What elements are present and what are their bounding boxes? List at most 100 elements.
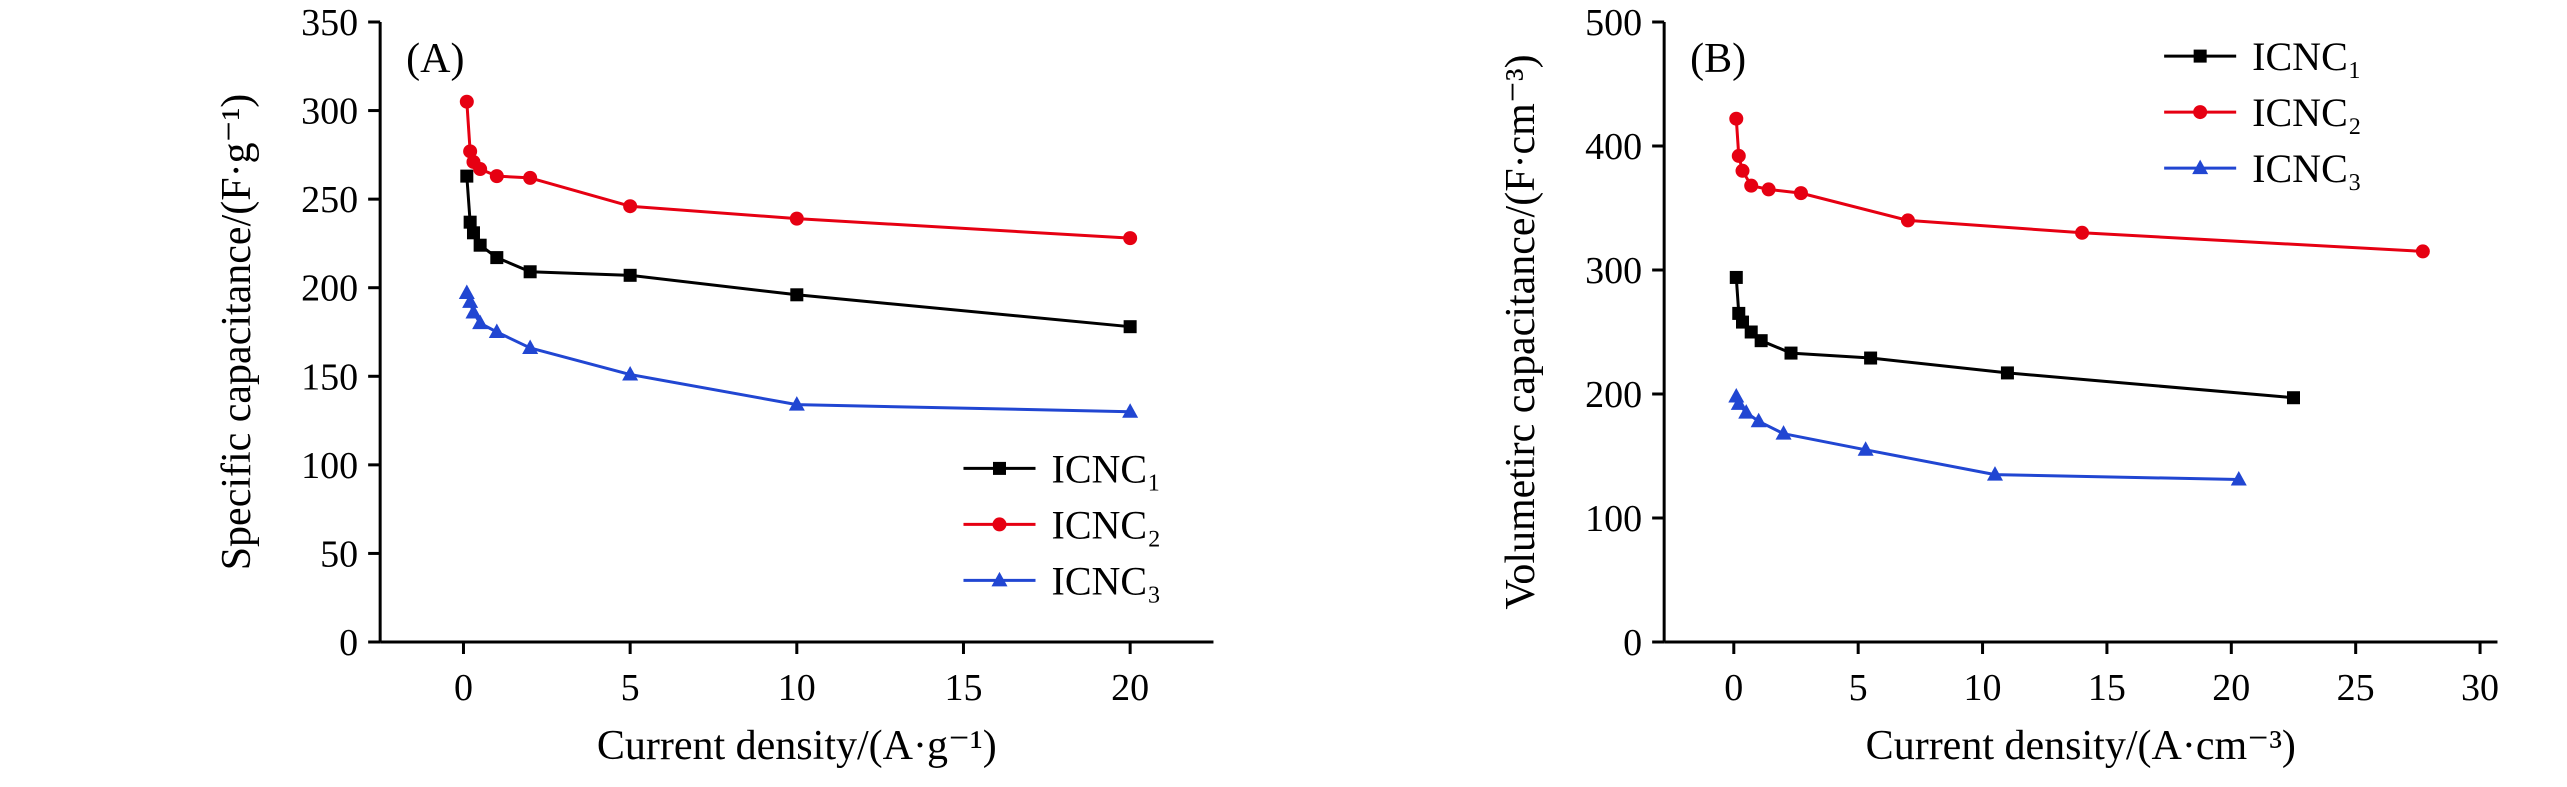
square-marker <box>1784 346 1798 360</box>
x-tick-label: 15 <box>2087 667 2125 709</box>
x-tick-label: 20 <box>2212 667 2250 709</box>
legend-label: ICNC₁ <box>1052 446 1162 491</box>
x-tick-label: 20 <box>1111 667 1149 709</box>
square-marker <box>463 215 477 229</box>
square-marker <box>473 238 487 252</box>
square-marker <box>1729 270 1743 284</box>
circle-marker <box>2192 105 2207 120</box>
panel-label: (A) <box>406 36 464 82</box>
y-tick-label: 200 <box>301 268 358 310</box>
x-tick-label: 25 <box>2336 667 2374 709</box>
triangle-marker <box>458 284 475 300</box>
series-line-ICNC₃ <box>465 292 1131 414</box>
y-tick-label: 500 <box>1585 2 1642 44</box>
circle-marker <box>1900 213 1915 228</box>
circle-marker <box>473 162 488 177</box>
y-tick-label: 300 <box>1585 250 1642 292</box>
square-marker <box>623 268 637 282</box>
x-tick-label: 0 <box>1724 667 1743 709</box>
y-tick-label: 300 <box>301 91 358 133</box>
x-tick-label: 5 <box>621 667 640 709</box>
triangle-marker <box>788 396 805 411</box>
y-tick-label: 400 <box>1585 126 1642 168</box>
panel-label: (B) <box>1690 36 1746 82</box>
y-tick-label: 200 <box>1585 374 1642 416</box>
square-marker <box>790 288 804 302</box>
circle-marker <box>1793 186 1808 201</box>
y-tick-label: 250 <box>301 179 358 221</box>
legend-label: ICNC₁ <box>2252 34 2362 79</box>
triangle-marker <box>1775 425 1792 440</box>
triangle-marker <box>991 571 1008 587</box>
y-tick-label: 150 <box>301 356 358 398</box>
circle-marker <box>2415 244 2430 259</box>
triangle-marker <box>1986 466 2003 481</box>
x-tick-label: 15 <box>944 667 982 709</box>
circle-marker <box>1761 182 1776 197</box>
circle-marker <box>489 169 504 184</box>
x-tick-label: 10 <box>1963 667 2001 709</box>
square-marker <box>2000 366 2014 380</box>
y-tick-label: 0 <box>1623 622 1642 664</box>
series-line-ICNC₁ <box>1734 277 2294 400</box>
square-marker <box>490 251 504 265</box>
circle-marker <box>459 94 474 109</box>
legend-label: ICNC₃ <box>1052 558 1162 603</box>
square-marker <box>2193 49 2207 63</box>
triangle-marker <box>1857 441 1874 456</box>
y-axis-title: Specific capacitance/(F·g⁻¹) <box>214 94 260 571</box>
triangle-marker <box>488 323 505 338</box>
square-marker <box>466 226 480 240</box>
y-tick-label: 0 <box>339 622 358 664</box>
panel-b: 0 5 10 15 20 25 30 0 100 200 300 400 500 Current dens… <box>1284 0 2567 787</box>
triangle-marker <box>2230 471 2247 486</box>
x-tick-label: 0 <box>454 667 473 709</box>
series-line-ICNC₃ <box>1734 396 2239 482</box>
square-marker <box>1123 320 1137 334</box>
square-marker <box>1863 351 1877 365</box>
triangle-marker <box>622 366 639 381</box>
y-tick-label: 50 <box>320 533 358 575</box>
square-marker <box>2286 391 2300 405</box>
circle-marker <box>1123 231 1138 246</box>
legend-label: ICNC₂ <box>1052 502 1162 547</box>
square-marker <box>523 265 537 279</box>
triangle-marker <box>2191 159 2208 175</box>
triangle-marker <box>1730 395 1747 410</box>
triangle-marker <box>1750 412 1767 428</box>
square-marker <box>1754 334 1768 348</box>
x-tick-label: 5 <box>1848 667 1867 709</box>
x-tick-label: 30 <box>2461 667 2499 709</box>
circle-marker <box>2074 225 2089 240</box>
triangle-marker <box>465 304 482 319</box>
x-axis-title: Current density/(A·g⁻¹) <box>597 723 997 769</box>
x-axis-title: Current density/(A·cm⁻³) <box>1865 723 2295 769</box>
square-marker <box>1744 325 1758 339</box>
circle-marker <box>523 170 538 185</box>
circle-marker <box>992 517 1007 532</box>
x-tick-label: 10 <box>778 667 816 709</box>
square-marker <box>460 169 474 183</box>
y-tick-label: 100 <box>301 445 358 487</box>
triangle-marker <box>522 339 539 354</box>
circle-marker <box>463 144 478 159</box>
circle-marker <box>1735 163 1750 178</box>
square-marker <box>1735 315 1749 329</box>
legend-label: ICNC₃ <box>2252 146 2362 191</box>
triangle-marker <box>472 314 489 330</box>
circle-marker <box>1743 178 1758 193</box>
circle-marker <box>1728 111 1743 126</box>
square-marker <box>992 461 1006 475</box>
y-tick-label: 100 <box>1585 498 1642 540</box>
triangle-marker <box>1737 404 1754 419</box>
circle-marker <box>1731 148 1746 163</box>
circle-marker <box>789 211 804 226</box>
triangle-marker <box>462 293 479 308</box>
legend-label: ICNC₂ <box>2252 90 2362 135</box>
y-axis-title: Volumetirc capacitance/(F·cm⁻³) <box>1498 54 1544 609</box>
y-tick-label: 350 <box>301 2 358 44</box>
circle-marker <box>623 199 638 214</box>
panel-a: 0 5 10 15 20 0 50 100 150 200 250 300 350 Current den… <box>214 2 1214 769</box>
